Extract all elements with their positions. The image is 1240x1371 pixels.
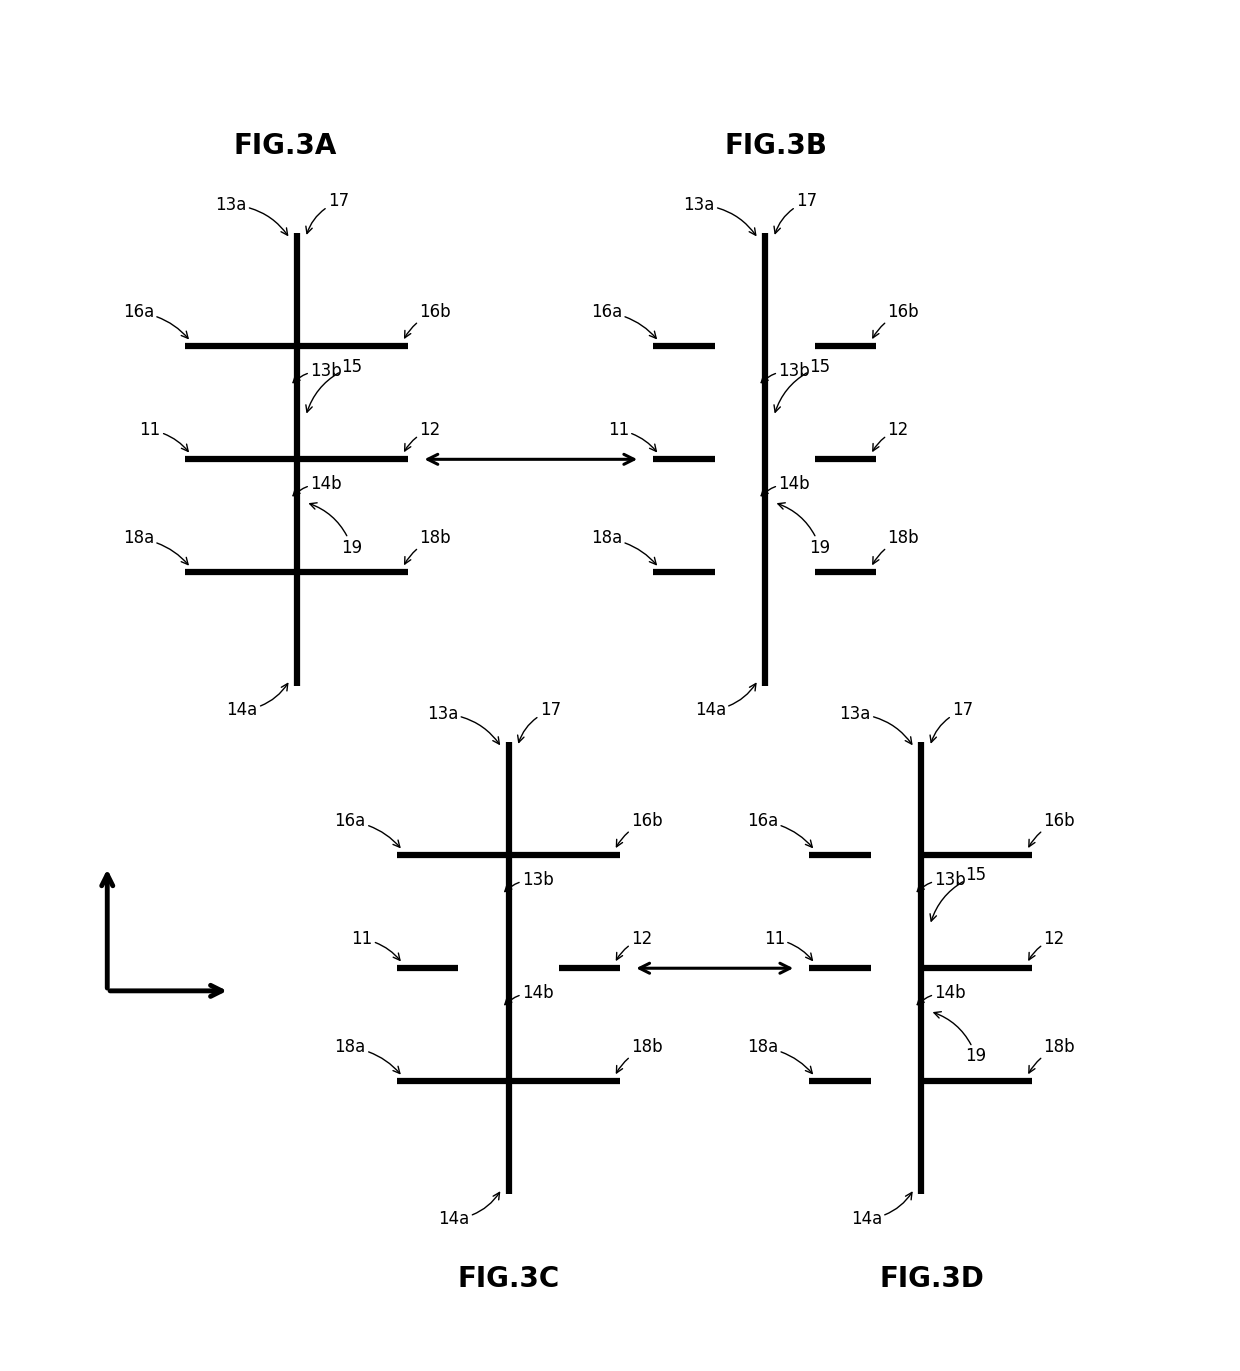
Text: 18b: 18b: [404, 529, 451, 563]
Text: 16a: 16a: [335, 812, 399, 847]
Text: 16b: 16b: [616, 812, 662, 847]
Text: 13b: 13b: [505, 871, 554, 891]
Text: 15: 15: [306, 358, 362, 413]
Text: 11: 11: [764, 930, 812, 960]
Text: 14a: 14a: [851, 1193, 911, 1228]
Text: 17: 17: [306, 192, 350, 233]
Text: 17: 17: [774, 192, 817, 233]
Text: 14b: 14b: [918, 984, 966, 1005]
Text: 12: 12: [616, 930, 652, 960]
Text: 11: 11: [608, 421, 656, 451]
Text: 15: 15: [930, 866, 987, 921]
Text: 15: 15: [774, 358, 831, 413]
Text: 13b: 13b: [293, 362, 342, 383]
Text: 16b: 16b: [1029, 812, 1075, 847]
Text: FIG.3D: FIG.3D: [879, 1264, 985, 1293]
Text: 16a: 16a: [123, 303, 188, 339]
Text: 16b: 16b: [404, 303, 451, 337]
Text: 13a: 13a: [427, 705, 500, 744]
Text: 12: 12: [873, 421, 909, 451]
Text: 14a: 14a: [694, 684, 756, 720]
Text: FIG.3A: FIG.3A: [234, 132, 337, 159]
Text: 19: 19: [777, 503, 831, 557]
Text: 16a: 16a: [746, 812, 812, 847]
Text: 13a: 13a: [839, 705, 911, 744]
Text: FIG.3B: FIG.3B: [724, 132, 827, 159]
Text: 14a: 14a: [438, 1193, 500, 1228]
Text: 13b: 13b: [761, 362, 810, 383]
Text: 18a: 18a: [746, 1038, 812, 1073]
Text: FIG.3C: FIG.3C: [458, 1264, 559, 1293]
Text: 18b: 18b: [873, 529, 919, 563]
Text: 13a: 13a: [216, 196, 288, 236]
Text: 14b: 14b: [293, 476, 342, 496]
Text: 18a: 18a: [591, 529, 656, 565]
Text: 12: 12: [1029, 930, 1065, 960]
Text: 17: 17: [930, 702, 973, 743]
Text: 16b: 16b: [873, 303, 919, 337]
Text: 19: 19: [934, 1012, 987, 1065]
Text: 18b: 18b: [616, 1038, 662, 1073]
Text: 18b: 18b: [1029, 1038, 1075, 1073]
Text: 18a: 18a: [335, 1038, 399, 1073]
Text: 12: 12: [404, 421, 440, 451]
Text: 11: 11: [351, 930, 401, 960]
Text: 14a: 14a: [227, 684, 288, 720]
Text: 13b: 13b: [918, 871, 966, 891]
Text: 11: 11: [140, 421, 188, 451]
Text: 14b: 14b: [761, 476, 810, 496]
Text: 18a: 18a: [123, 529, 188, 565]
Text: 16a: 16a: [591, 303, 656, 339]
Text: 17: 17: [517, 702, 560, 743]
Text: 13a: 13a: [683, 196, 755, 236]
Text: 14b: 14b: [505, 984, 553, 1005]
Text: 19: 19: [310, 503, 362, 557]
